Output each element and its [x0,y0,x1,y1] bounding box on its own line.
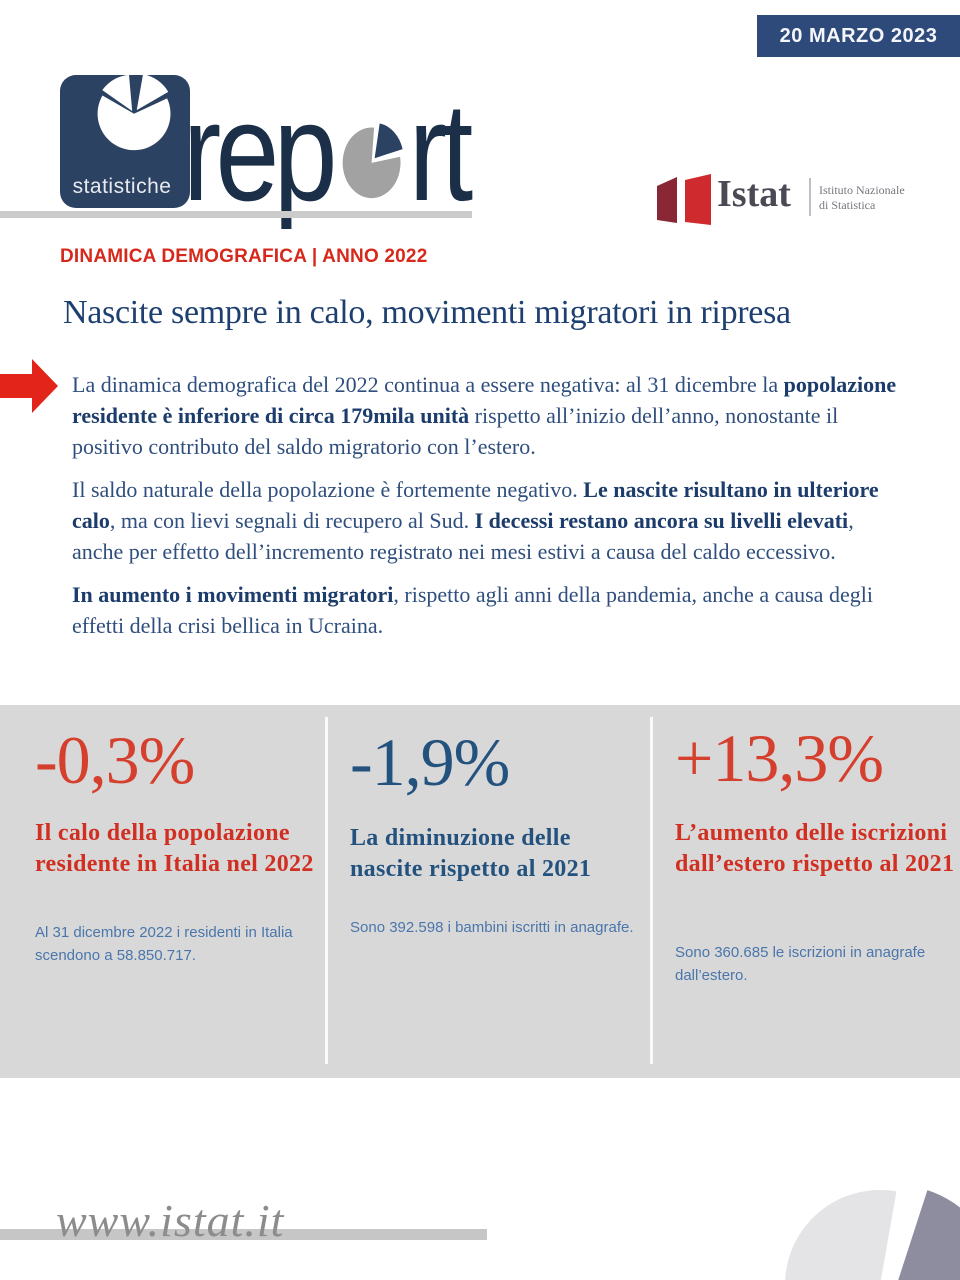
statistiche-pie-icon [97,74,171,151]
date-badge: 20 MARZO 2023 [757,15,960,57]
istat-wordmark: Istat [717,173,791,215]
stat-heading-immigration: L’aumento delle iscrizioni dall’estero r… [675,820,955,877]
footer-rule [0,1229,487,1240]
key-figures-band: -0,3% Il calo della popolazione resident… [0,705,960,1078]
stat-value-population: -0,3% [35,722,195,798]
stats-divider-1 [325,717,328,1064]
istat-website-link[interactable]: www.istat.it [56,1195,285,1246]
stat-detail-population: Al 31 dicembre 2022 i residenti in Itali… [35,924,293,964]
istat-books-icon [657,174,711,225]
lead-paragraph-3: In aumento i movimenti migratori, rispet… [72,582,873,638]
report-kicker: DINAMICA DEMOGRAFICA | ANNO 2022 [60,246,428,267]
date-text: 20 MARZO 2023 [779,24,938,47]
stat-heading-births: La diminuzione delle nascite rispetto al… [350,825,592,882]
red-arrow-icon [0,359,58,413]
lead-paragraphs: La dinamica demografica del 2022 continu… [72,369,905,653]
stat-value-immigration: +13,3% [675,720,884,796]
statistiche-logo: statistiche [60,74,190,208]
stats-divider-2 [650,717,653,1064]
lead-paragraph-2: Il saldo naturale della popolazione è fo… [72,477,879,564]
header-rule [0,211,472,218]
statistiche-label: statistiche [72,175,172,198]
lead-paragraph-1: La dinamica demografica del 2022 continu… [72,372,897,459]
report-pie-icon [342,123,403,199]
istat-logo: Istat Istituto Nazionale di Statistica [655,170,915,230]
istat-divider [809,178,811,216]
report-text-post: rt [408,73,473,230]
stat-heading-population: Il calo della popolazione residente in I… [35,820,314,877]
stat-detail-immigration: Sono 360.685 le iscrizioni in anagrafe d… [675,944,926,984]
istat-subtitle: Istituto Nazionale di Statistica [819,183,905,212]
stat-value-births: -1,9% [350,724,510,800]
footer-pie-icon [785,1189,960,1280]
page-title: Nascite sempre in calo, movimenti migrat… [63,294,791,331]
stat-detail-births: Sono 392.598 i bambini iscritti in anagr… [350,919,634,936]
report-text-pre: rep [183,73,337,230]
report-wordmark: rep rt [183,82,473,242]
